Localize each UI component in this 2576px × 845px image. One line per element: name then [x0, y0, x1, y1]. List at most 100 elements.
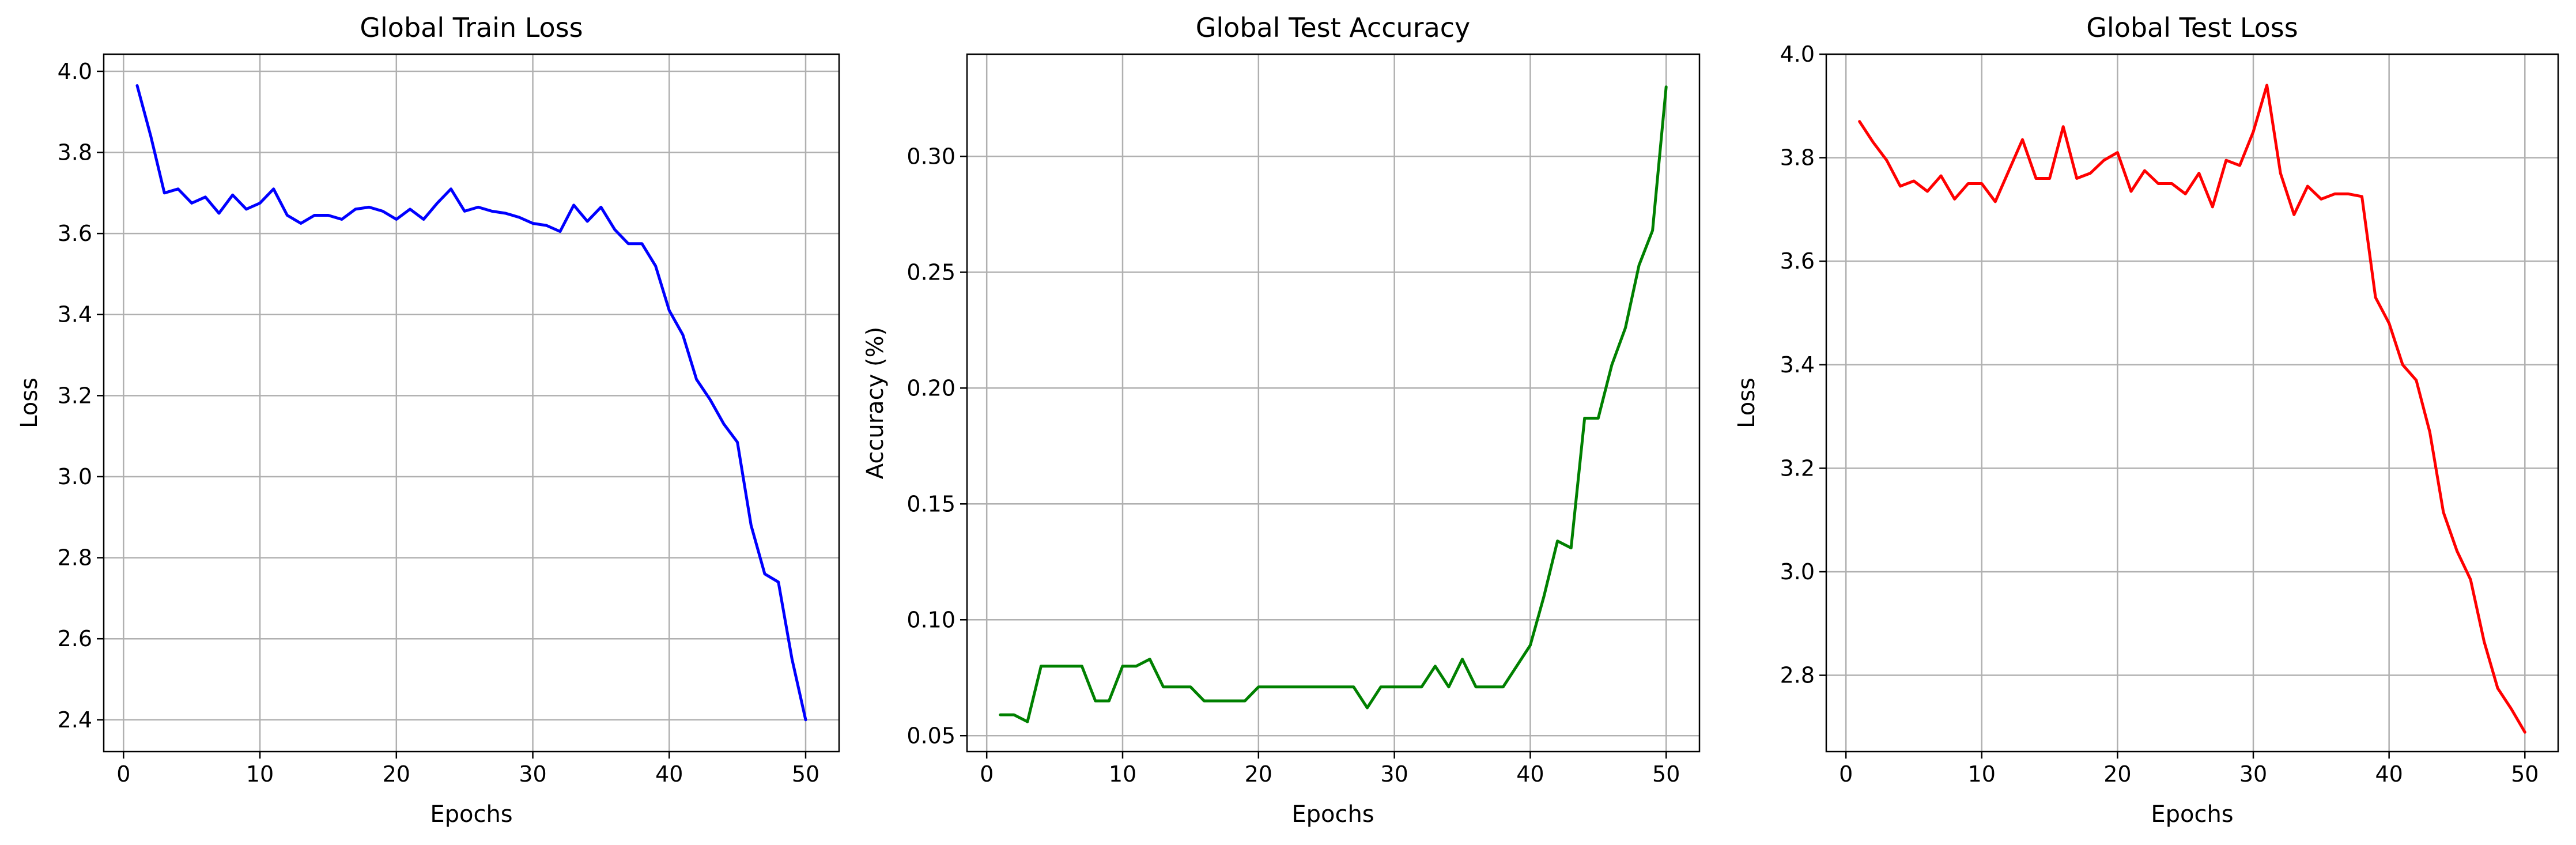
series-line-train-loss	[135, 84, 807, 722]
data-point	[1596, 417, 1600, 420]
tick-marks: 0 10 20 30 40 50 2.4 2.6 2.8 3.0 3.2 3.4 3.6 3.8 4.0	[58, 59, 820, 787]
x-tick-label: 40	[655, 761, 683, 787]
data-point	[1637, 263, 1641, 267]
y-tick-label: 0.15	[906, 491, 955, 516]
data-point	[545, 224, 548, 227]
x-axis-label: Epochs	[430, 801, 512, 828]
data-point	[176, 187, 180, 191]
y-tick-label: 3.2	[58, 383, 92, 408]
data-point	[449, 187, 452, 191]
y-tick-label: 3.2	[1780, 455, 1815, 481]
data-point	[1528, 643, 1532, 647]
data-point	[490, 209, 494, 213]
data-point	[258, 201, 262, 205]
data-point	[1556, 540, 1559, 543]
data-point	[2102, 159, 2106, 162]
data-point	[2129, 190, 2133, 193]
data-point	[2360, 195, 2364, 198]
data-point	[804, 718, 807, 722]
data-point	[1623, 326, 1627, 330]
y-tick-label: 3.0	[1780, 559, 1815, 584]
chart-title: Global Test Loss	[2086, 12, 2298, 43]
data-point	[436, 201, 439, 205]
data-point	[2496, 686, 2499, 690]
data-point	[1080, 665, 1083, 668]
x-tick-label: 50	[2511, 761, 2539, 787]
data-points	[999, 85, 1668, 723]
data-point	[1433, 665, 1437, 668]
y-axis-label: Accuracy (%)	[862, 327, 889, 480]
data-point	[1447, 685, 1451, 689]
series-line-test-loss	[1858, 84, 2526, 734]
data-points	[135, 84, 807, 721]
data-point	[1284, 685, 1287, 689]
data-point	[708, 398, 712, 401]
data-point	[586, 220, 589, 223]
data-point	[2374, 296, 2377, 299]
x-tick-label: 0	[116, 761, 130, 787]
data-point	[2034, 177, 2038, 180]
data-point	[1980, 182, 1984, 185]
y-tick-label: 4.0	[58, 59, 92, 84]
data-point	[1325, 685, 1328, 689]
data-point	[203, 195, 207, 199]
data-point	[1298, 685, 1301, 689]
data-point	[1515, 665, 1519, 668]
x-tick-label: 10	[1109, 761, 1136, 787]
x-axis-label: Epochs	[1291, 801, 1374, 828]
data-point	[2333, 192, 2336, 195]
data-point	[2347, 192, 2350, 195]
grid-lines	[967, 54, 1699, 752]
y-tick-label: 2.6	[58, 626, 92, 651]
chart-test-accuracy: Global Test Accuracy Epochs Accuracy (%)…	[862, 12, 1701, 828]
data-point	[681, 333, 685, 337]
data-point	[477, 205, 480, 209]
data-point	[2224, 159, 2228, 162]
data-point	[2088, 172, 2092, 175]
data-point	[2279, 172, 2282, 175]
y-tick-label: 3.8	[58, 139, 92, 165]
data-point	[2442, 511, 2445, 514]
data-point	[531, 222, 535, 225]
y-tick-label: 3.0	[58, 464, 92, 489]
data-point	[1107, 699, 1111, 703]
data-point	[463, 209, 466, 213]
data-point	[2075, 177, 2079, 180]
data-point	[340, 218, 343, 221]
data-point	[722, 423, 726, 426]
y-tick-label: 3.6	[1780, 248, 1815, 274]
chart-title: Global Train Loss	[360, 12, 583, 43]
data-point	[244, 208, 248, 211]
data-point	[1012, 713, 1015, 716]
data-point	[1189, 685, 1192, 689]
data-point	[1858, 120, 1861, 123]
data-point	[2523, 730, 2526, 734]
y-axis-label: Loss	[1733, 378, 1760, 428]
data-point	[1026, 720, 1029, 723]
data-point	[313, 213, 316, 217]
data-point	[763, 572, 766, 576]
data-point	[790, 657, 794, 661]
data-point	[1257, 685, 1260, 689]
data-point	[2469, 578, 2472, 581]
grid-lines	[104, 54, 839, 752]
data-point	[1365, 706, 1369, 710]
data-point	[504, 212, 507, 215]
data-point	[1474, 685, 1478, 689]
y-tick-label: 3.4	[1780, 352, 1815, 378]
data-point	[1067, 665, 1070, 668]
data-point	[381, 209, 384, 213]
data-point	[1569, 546, 1573, 550]
data-point	[231, 193, 235, 197]
data-point	[1966, 182, 1970, 185]
data-point	[2320, 197, 2323, 201]
data-point	[695, 378, 698, 381]
data-point	[2020, 138, 2024, 141]
data-point	[749, 523, 753, 527]
data-point	[1406, 685, 1410, 689]
data-point	[1664, 85, 1668, 89]
data-point	[999, 713, 1002, 716]
data-point	[2265, 84, 2269, 87]
y-tick-label: 2.8	[1780, 663, 1815, 688]
